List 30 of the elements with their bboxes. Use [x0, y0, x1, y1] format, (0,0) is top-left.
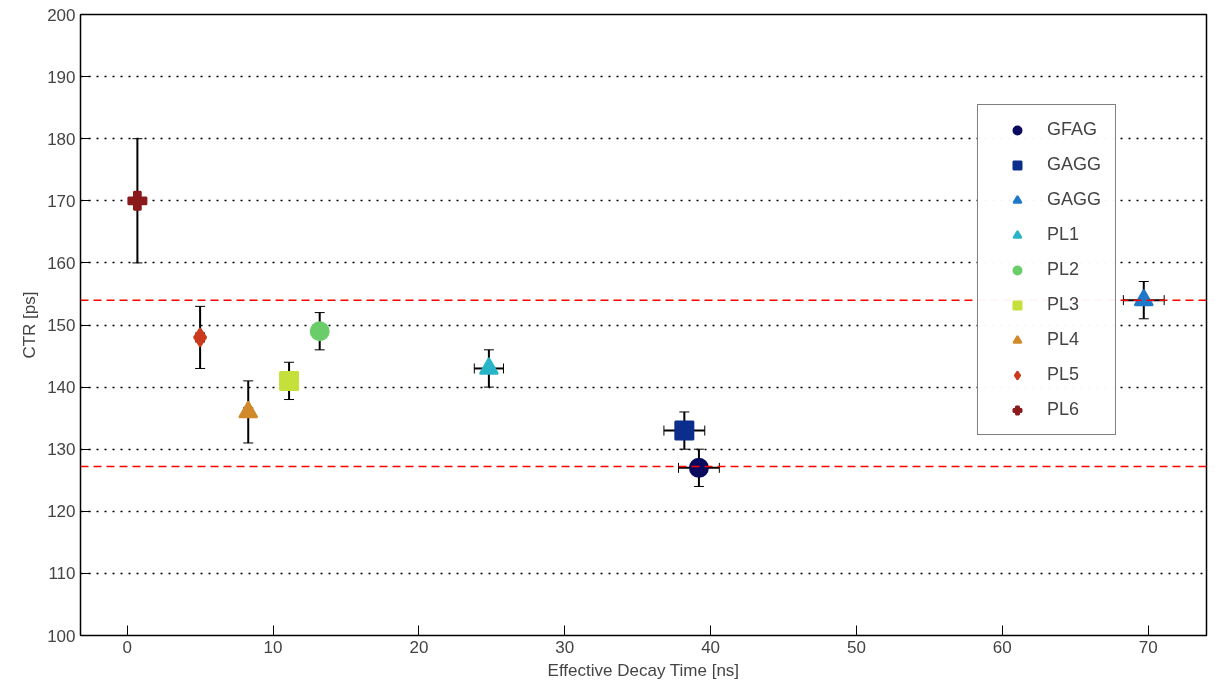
y-tick-label: 200 — [47, 5, 76, 25]
legend-label: GAGG — [1046, 154, 1101, 175]
y-tick-label: 170 — [47, 191, 76, 211]
legend-label: GAGG — [1046, 189, 1101, 210]
y-tick-label: 180 — [47, 129, 76, 149]
y-tick-label: 110 — [48, 564, 76, 584]
x-tick-label: 60 — [992, 637, 1012, 657]
x-tick-label: 30 — [555, 637, 575, 657]
legend-label: PL1 — [1046, 224, 1080, 245]
legend-label: PL2 — [1046, 259, 1080, 280]
y-tick-label: 140 — [47, 378, 76, 398]
y-tick-label: 100 — [47, 626, 76, 646]
legend-label: PL4 — [1046, 329, 1080, 350]
x-tick-label: 40 — [701, 637, 721, 657]
x-tick-label: 10 — [263, 637, 283, 657]
y-tick-label: 190 — [47, 67, 76, 87]
x-tick-label: 0 — [122, 637, 132, 657]
legend-label: GFAG — [1046, 119, 1097, 140]
x-tick-label: 70 — [1138, 637, 1158, 657]
legend-label: PL5 — [1046, 364, 1080, 385]
y-tick-label: 130 — [47, 440, 76, 460]
y-axis-title: CTR [ps] — [20, 291, 40, 359]
y-tick-label: 160 — [47, 253, 76, 273]
x-tick-label: 50 — [846, 637, 866, 657]
legend-label: PL3 — [1046, 294, 1080, 315]
x-axis-title: Effective Decay Time [ns] — [547, 660, 740, 680]
legend-label: PL6 — [1046, 399, 1080, 420]
y-tick-label: 150 — [47, 316, 76, 335]
y-tick-label: 120 — [47, 502, 76, 522]
x-tick-label: 20 — [409, 637, 429, 657]
